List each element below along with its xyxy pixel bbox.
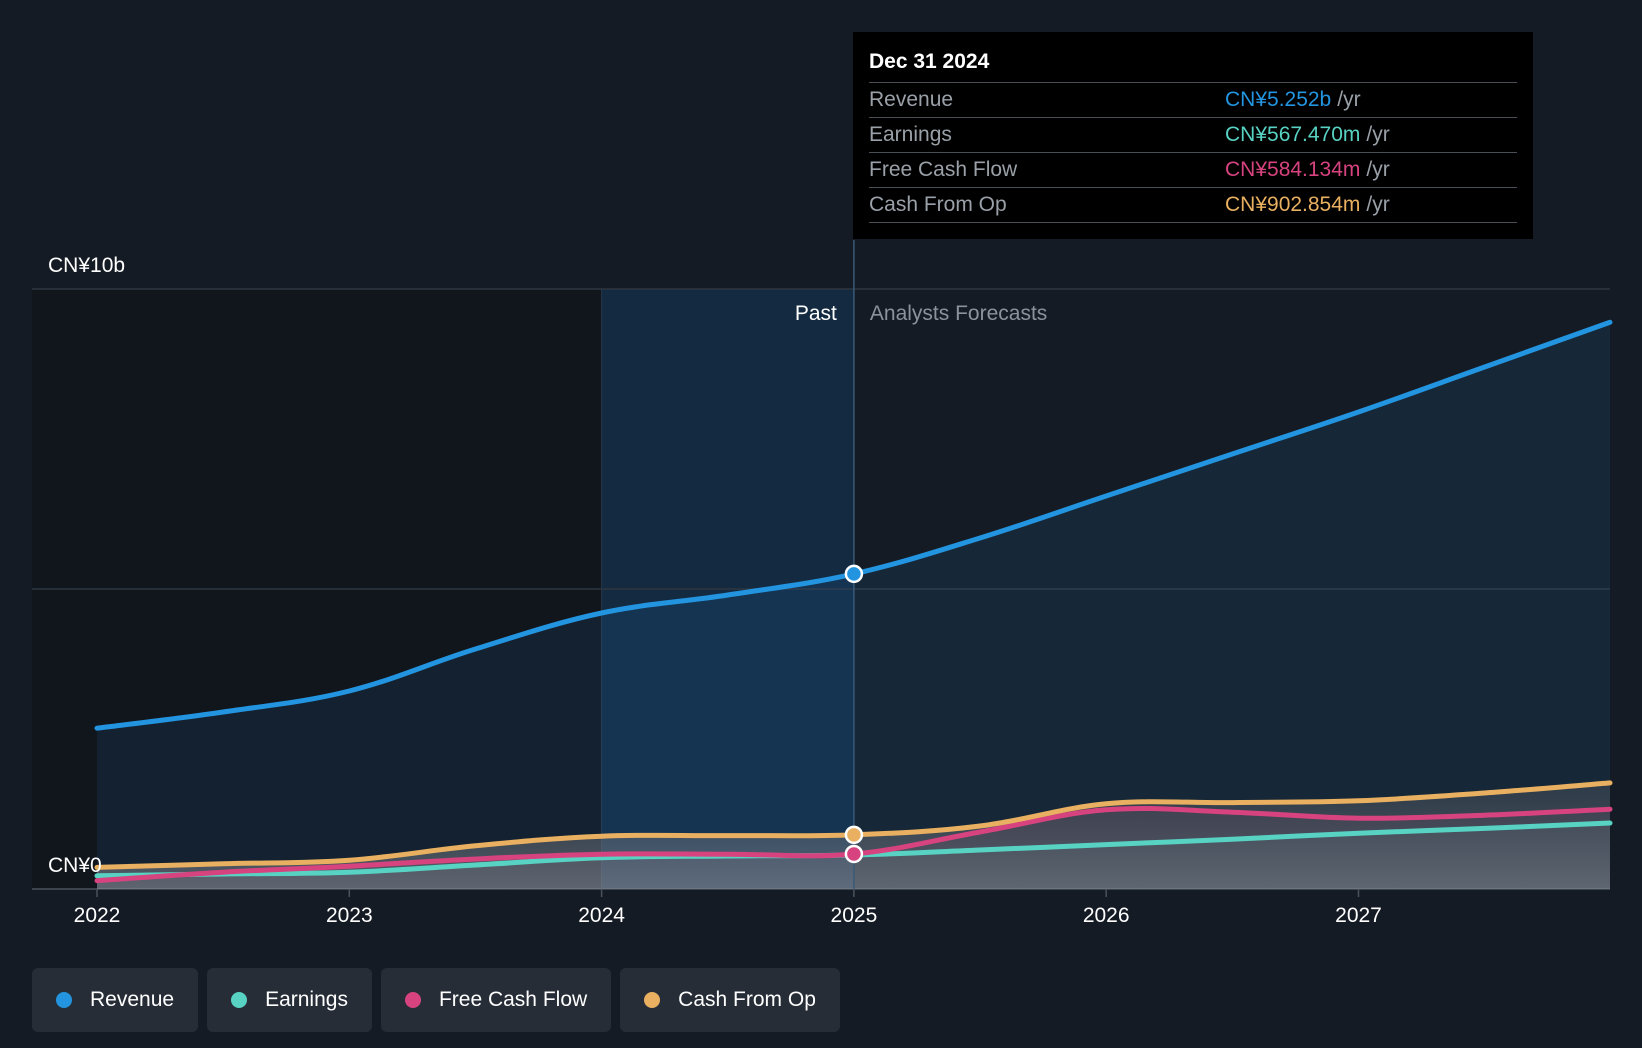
tooltip-unit: /yr: [1366, 123, 1390, 146]
x-tick-label: 2027: [1335, 904, 1382, 927]
tooltip-date: Dec 31 2024: [869, 46, 1517, 83]
cash-from-op-dot-icon: [644, 992, 661, 1008]
x-axis: 2022 2023 2024 2025 2026 2027: [74, 889, 1382, 927]
past-label: Past: [795, 302, 837, 325]
tooltip-value: CN¥567.470m: [1225, 123, 1361, 146]
tooltip-unit: /yr: [1366, 193, 1390, 216]
x-tick-label: 2026: [1083, 904, 1130, 927]
free-cash-flow-point[interactable]: [844, 844, 864, 864]
tooltip-label: Free Cash Flow: [869, 158, 1018, 181]
y-axis-top-label: CN¥10b: [48, 254, 125, 277]
legend-item-cash-from-op[interactable]: Cash From Op: [620, 968, 840, 1032]
legend-label: Earnings: [265, 988, 348, 1011]
tooltip-label: Earnings: [869, 123, 952, 146]
x-tick-label: 2023: [326, 904, 373, 927]
legend: Revenue Earnings Free Cash Flow Cash Fro…: [32, 968, 840, 1032]
revenue-dot-icon: [56, 992, 72, 1008]
free-cash-flow-dot-icon: [404, 992, 421, 1008]
cash-from-op-point[interactable]: [844, 825, 864, 845]
legend-item-free-cash-flow[interactable]: Free Cash Flow: [380, 968, 612, 1032]
tooltip-value: CN¥902.854m: [1225, 193, 1361, 216]
tooltip-unit: /yr: [1337, 88, 1361, 111]
tooltip: Dec 31 2024 Revenue CN¥5.252b /yr Earnin…: [853, 32, 1533, 239]
highlight-points: [844, 564, 864, 864]
legend-label: Revenue: [90, 988, 175, 1011]
tooltip-unit: /yr: [1366, 158, 1390, 181]
legend-item-revenue[interactable]: Revenue: [32, 968, 199, 1032]
tooltip-row-cash-from-op: Cash From Op CN¥902.854m /yr: [869, 188, 1517, 223]
tooltip-value: CN¥5.252b: [1225, 88, 1332, 111]
forecast-label: Analysts Forecasts: [870, 302, 1047, 325]
revenue-point[interactable]: [844, 564, 864, 584]
tooltip-row-earnings: Earnings CN¥567.470m /yr: [869, 118, 1517, 153]
x-tick-label: 2025: [831, 904, 878, 927]
legend-label: Cash From Op: [678, 988, 816, 1011]
legend-label: Free Cash Flow: [438, 988, 588, 1011]
x-tick-label: 2022: [74, 904, 121, 927]
tooltip-row-revenue: Revenue CN¥5.252b /yr: [869, 83, 1517, 118]
tooltip-label: Revenue: [869, 88, 954, 111]
x-tick-label: 2024: [578, 904, 625, 927]
tooltip-label: Cash From Op: [869, 193, 1007, 216]
tooltip-value: CN¥584.134m: [1225, 158, 1361, 181]
legend-item-earnings[interactable]: Earnings: [207, 968, 372, 1032]
tooltip-row-free-cash-flow: Free Cash Flow CN¥584.134m /yr: [869, 153, 1517, 188]
earnings-dot-icon: [231, 992, 248, 1008]
y-axis-bottom-label: CN¥0: [48, 854, 102, 877]
